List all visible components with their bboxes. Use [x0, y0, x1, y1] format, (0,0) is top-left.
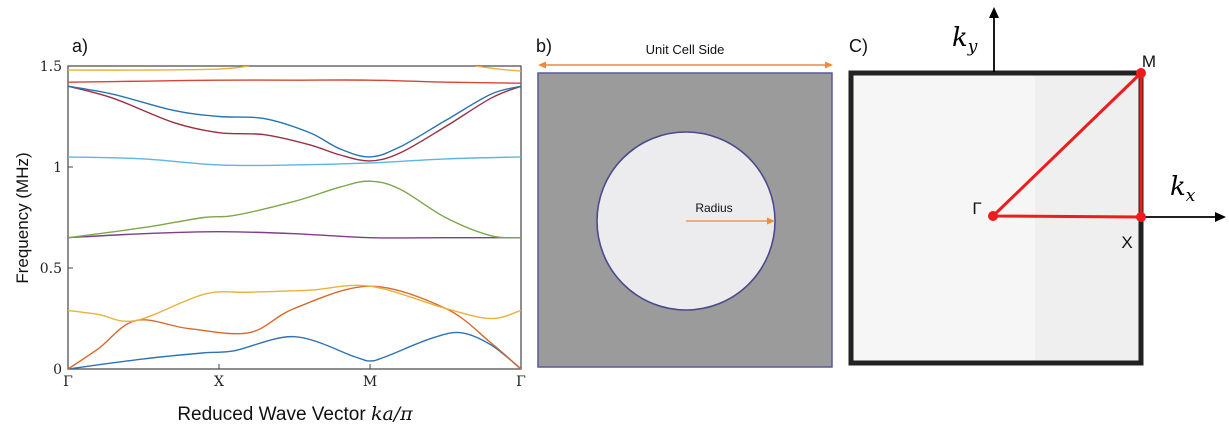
kx-label: kx: [1170, 172, 1196, 206]
x-label: X: [1121, 233, 1132, 252]
panel-c: C) ky kx Γ X M: [848, 7, 1226, 366]
irreducible-path: [991, 71, 1143, 219]
band-line-6: [68, 156, 521, 167]
x-axis-label-text: Reduced Wave Vector: [177, 404, 371, 425]
x-tick-label: M: [363, 374, 377, 390]
x-axis-label-math: ka/π: [371, 403, 413, 425]
y-tick-label: 1: [53, 160, 62, 176]
band-line-1: [68, 331, 521, 369]
y-tick-label: 0: [53, 362, 62, 378]
radius-arrowhead: [767, 217, 775, 225]
unit-cell-side-label: Unit Cell Side: [646, 42, 725, 57]
unit-cell-side-arrowhead-right: [825, 61, 833, 69]
m-point: [1136, 68, 1146, 78]
x-axis-label: Reduced Wave Vector ka/π: [177, 403, 413, 425]
panel-b-label: b): [536, 36, 552, 56]
unit-cell-side-arrowhead-left: [538, 61, 546, 69]
y-axis-label: Frequency (MHz): [13, 152, 32, 283]
y-tick-label: 1.5: [40, 59, 62, 75]
gamma-point: [988, 211, 998, 221]
plot-frame: [67, 65, 522, 370]
kx-arrowhead: [1215, 212, 1226, 222]
band-line-10: [68, 66, 250, 71]
m-label: M: [1142, 52, 1156, 71]
panel-a: a) 0 0.5 1 1.5 Γ X M Γ Frequency (MHz) Reduced …: [13, 36, 526, 425]
ky-arrowhead: [989, 7, 999, 18]
band-line-8: [68, 85, 521, 158]
x-tick-label: Γ: [516, 374, 526, 390]
band-line-3: [68, 284, 521, 322]
y-tick-label: 0.5: [40, 261, 62, 277]
panel-b: b) Unit Cell Side Radius: [536, 36, 833, 368]
ky-letter: k: [952, 23, 968, 53]
band-line-11: [475, 66, 521, 72]
band-line-5: [68, 180, 521, 239]
x-tick-label: X: [214, 374, 224, 390]
panel-c-label: C): [849, 36, 868, 56]
x-point: [1136, 212, 1146, 222]
kx-letter: k: [1170, 172, 1186, 202]
kx-subscript: x: [1186, 186, 1196, 206]
radius-label: Radius: [695, 201, 732, 215]
band-line-7: [68, 85, 521, 162]
x-tick-label: Γ: [63, 374, 73, 390]
band-line-4: [68, 230, 521, 239]
band-line-2: [68, 285, 521, 369]
gamma-label: Γ: [972, 199, 981, 218]
ky-subscript: y: [967, 37, 978, 57]
series-layer: [68, 66, 521, 369]
ky-label: ky: [952, 23, 978, 57]
band-line-9: [68, 79, 521, 84]
panel-a-label: a): [72, 36, 88, 56]
tick-layer: 0 0.5 1 1.5 Γ X M Γ: [40, 59, 526, 390]
